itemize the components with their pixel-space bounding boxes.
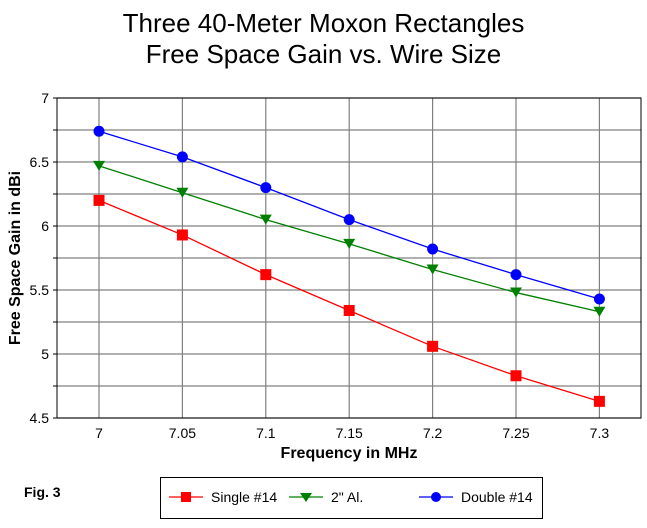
x-tick-label: 7.05 [169, 425, 196, 441]
series-2-al- [93, 160, 606, 317]
data-point-circle [343, 214, 355, 226]
x-tick-label: 7.25 [502, 425, 529, 441]
legend-item-double-14: Double #14 [419, 489, 533, 505]
y-axis-label: Free Space Gain in dBi [7, 171, 24, 345]
data-point-circle [93, 125, 105, 137]
data-point-triangle [176, 187, 189, 198]
x-tick-label: 7.1 [256, 425, 276, 441]
chart-title-line-2: Free Space Gain vs. Wire Size [145, 39, 502, 69]
x-tick-label: 7.15 [336, 425, 363, 441]
data-point-triangle [510, 287, 522, 298]
x-axis-label: Frequency in MHz [281, 445, 418, 462]
y-axis-ticks: 4.5 5 5.5 6 6.5 7 [30, 90, 57, 426]
chart-title-line-1: Three 40-Meter Moxon Rectangles [122, 8, 525, 38]
y-tick-label: 4.5 [30, 410, 50, 426]
grid [57, 97, 641, 419]
data-point-circle [176, 151, 188, 163]
legend: Single #14 2" Al. Double #14 [160, 477, 543, 519]
series-group [93, 125, 606, 407]
data-point-square [176, 229, 188, 241]
legend-label: Double #14 [461, 489, 533, 505]
data-point-triangle [259, 214, 272, 225]
data-point-square [93, 194, 105, 206]
y-tick-label: 5.5 [30, 282, 50, 298]
figure-label: Fig. 3 [24, 484, 61, 500]
x-axis-ticks: 7 7.05 7.1 7.15 7.2 7.25 7.3 [95, 425, 609, 441]
data-point-circle [260, 182, 272, 194]
y-tick-label: 6 [41, 218, 49, 234]
legend-marker-triangle-icon [289, 493, 323, 502]
data-point-square [593, 395, 605, 407]
legend-label: Single #14 [211, 489, 278, 505]
data-point-square [510, 370, 522, 382]
data-point-triangle [426, 264, 439, 275]
y-tick-label: 5 [41, 346, 49, 362]
x-tick-label: 7 [95, 425, 103, 441]
y-tick-label: 6.5 [30, 154, 50, 170]
series-double-14 [93, 125, 605, 305]
data-point-circle [593, 293, 605, 305]
legend-item-single-14: Single #14 [169, 489, 277, 505]
data-point-square [427, 340, 439, 352]
x-tick-label: 7.2 [423, 425, 443, 441]
data-point-circle [510, 269, 522, 281]
legend-marker-square-icon [169, 492, 203, 502]
legend-item-2in-al: 2" Al. [289, 489, 363, 505]
data-point-square [343, 304, 355, 316]
data-point-triangle [93, 160, 105, 171]
y-tick-label: 7 [41, 90, 49, 106]
legend-label: 2" Al. [331, 489, 364, 505]
series-single-14 [93, 194, 605, 407]
data-point-triangle [593, 306, 606, 317]
x-tick-label: 7.3 [590, 425, 610, 441]
data-point-square [260, 269, 272, 281]
data-point-circle [427, 243, 439, 255]
legend-marker-circle-icon [419, 492, 453, 502]
data-point-triangle [343, 238, 356, 249]
